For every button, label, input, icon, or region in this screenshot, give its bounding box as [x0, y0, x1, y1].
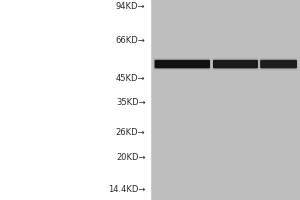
Text: 20KD→: 20KD→ — [116, 153, 146, 162]
Text: 45KD→: 45KD→ — [116, 74, 146, 83]
Text: 94KD→: 94KD→ — [116, 2, 146, 11]
FancyBboxPatch shape — [154, 60, 210, 68]
Text: 66KD→: 66KD→ — [116, 36, 146, 45]
Text: 26KD→: 26KD→ — [116, 128, 146, 137]
FancyBboxPatch shape — [259, 58, 298, 70]
FancyBboxPatch shape — [260, 60, 297, 68]
Text: 14.4KD→: 14.4KD→ — [108, 185, 146, 194]
FancyBboxPatch shape — [212, 58, 259, 70]
FancyBboxPatch shape — [213, 60, 258, 68]
Text: 35KD→: 35KD→ — [116, 98, 146, 107]
Bar — [0, 0, 150, 200]
FancyBboxPatch shape — [154, 58, 211, 70]
